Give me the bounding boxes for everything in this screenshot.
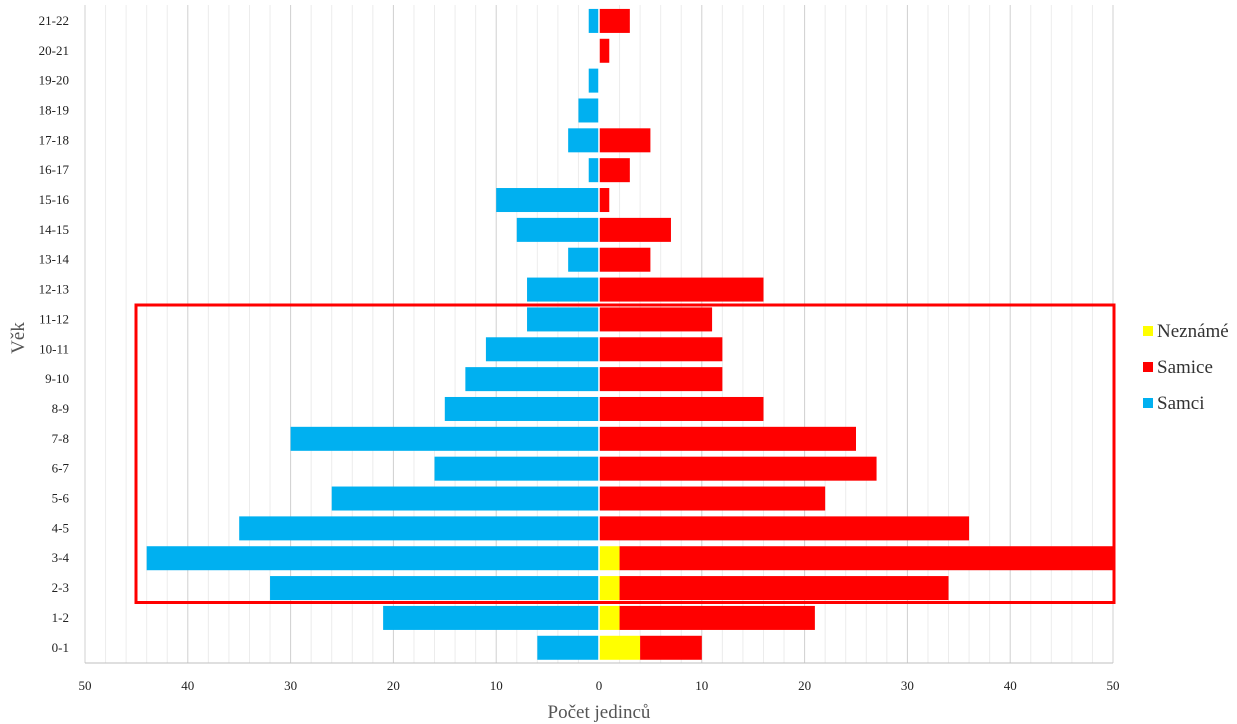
x-axis-title: Počet jedinců bbox=[548, 702, 651, 723]
bar-samice-4-5 bbox=[599, 516, 970, 541]
y-tick-label: 13-14 bbox=[39, 252, 70, 267]
x-tick-label: 30 bbox=[284, 678, 297, 693]
bar-nezname-1-2 bbox=[599, 605, 620, 630]
legend-label: Samci bbox=[1157, 393, 1205, 414]
bar-samci-8-9 bbox=[444, 396, 599, 421]
x-tick-label: 40 bbox=[181, 678, 194, 693]
legend-label: Neznámé bbox=[1157, 321, 1229, 342]
y-tick-label: 6-7 bbox=[52, 461, 70, 476]
bar-samice-7-8 bbox=[599, 426, 856, 451]
bar-samci-2-3 bbox=[270, 576, 599, 601]
y-tick-label: 5-6 bbox=[52, 491, 70, 506]
bar-samice-10-11 bbox=[599, 337, 723, 362]
bar-samice-15-16 bbox=[599, 188, 610, 213]
y-tick-label: 20-21 bbox=[39, 43, 69, 58]
x-tick-label: 20 bbox=[798, 678, 811, 693]
y-tick-label: 11-12 bbox=[39, 311, 69, 326]
y-tick-label: 18-19 bbox=[39, 102, 69, 117]
y-tick-label: 4-5 bbox=[52, 520, 69, 535]
x-tick-label: 50 bbox=[79, 678, 92, 693]
bar-samice-13-14 bbox=[599, 247, 651, 272]
y-tick-label: 14-15 bbox=[39, 222, 69, 237]
bar-samci-0-1 bbox=[537, 635, 599, 660]
y-tick-label: 3-4 bbox=[52, 550, 70, 565]
y-tick-label: 17-18 bbox=[39, 132, 69, 147]
bar-samice-6-7 bbox=[599, 456, 877, 481]
y-tick-label: 21-22 bbox=[39, 13, 69, 28]
bar-samci-13-14 bbox=[568, 247, 599, 272]
bar-samci-21-22 bbox=[588, 8, 599, 33]
y-tick-label: 12-13 bbox=[39, 282, 69, 297]
y-tick-label: 10-11 bbox=[39, 341, 69, 356]
y-tick-label: 2-3 bbox=[52, 580, 69, 595]
bar-samice-16-17 bbox=[599, 158, 630, 183]
x-tick-label: 30 bbox=[901, 678, 914, 693]
bar-samice-0-1 bbox=[640, 635, 702, 660]
bar-nezname-0-1 bbox=[599, 635, 641, 660]
y-tick-label: 8-9 bbox=[52, 401, 69, 416]
bar-samci-14-15 bbox=[516, 217, 599, 242]
legend: Neznámé Samice Samci bbox=[1143, 321, 1229, 414]
y-tick-label: 1-2 bbox=[52, 610, 69, 625]
bar-samice-2-3 bbox=[619, 576, 949, 601]
bar-samice-20-21 bbox=[599, 38, 610, 63]
bar-samci-15-16 bbox=[496, 188, 599, 213]
x-tick-label: 20 bbox=[387, 678, 400, 693]
bar-samci-5-6 bbox=[331, 486, 599, 511]
bar-nezname-2-3 bbox=[599, 576, 620, 601]
bar-samci-4-5 bbox=[239, 516, 599, 541]
bar-samice-5-6 bbox=[599, 486, 826, 511]
bar-samice-11-12 bbox=[599, 307, 713, 332]
bar-samice-8-9 bbox=[599, 396, 764, 421]
y-tick-label: 7-8 bbox=[52, 431, 69, 446]
legend-swatch bbox=[1143, 362, 1153, 372]
y-tick-label: 19-20 bbox=[39, 73, 69, 88]
bar-samice-12-13 bbox=[599, 277, 764, 302]
y-tick-label: 0-1 bbox=[52, 640, 69, 655]
x-tick-label: 10 bbox=[695, 678, 708, 693]
bar-samice-9-10 bbox=[599, 367, 723, 392]
x-tick-label: 50 bbox=[1107, 678, 1120, 693]
y-tick-label: 16-17 bbox=[39, 162, 70, 177]
bar-samci-9-10 bbox=[465, 367, 599, 392]
bar-samci-12-13 bbox=[527, 277, 599, 302]
bar-samci-18-19 bbox=[578, 98, 599, 123]
bar-samci-7-8 bbox=[290, 426, 599, 451]
y-axis-title: Věk bbox=[8, 322, 29, 354]
x-tick-label: 10 bbox=[490, 678, 503, 693]
highlight-box bbox=[134, 303, 1116, 604]
x-tick-label: 40 bbox=[1004, 678, 1017, 693]
legend-swatch bbox=[1143, 398, 1153, 408]
bar-samci-17-18 bbox=[568, 128, 599, 153]
bar-samice-21-22 bbox=[599, 8, 630, 33]
bar-samice-17-18 bbox=[599, 128, 651, 153]
legend-swatch bbox=[1143, 326, 1153, 336]
bar-samci-10-11 bbox=[485, 337, 599, 362]
bar-samci-16-17 bbox=[588, 158, 599, 183]
bar-samci-11-12 bbox=[527, 307, 599, 332]
bar-samice-14-15 bbox=[599, 217, 671, 242]
bar-samci-3-4 bbox=[146, 546, 599, 571]
bar-samci-1-2 bbox=[383, 605, 599, 630]
x-tick-label: 0 bbox=[596, 678, 603, 693]
bar-samci-6-7 bbox=[434, 456, 599, 481]
legend-label: Samice bbox=[1157, 357, 1213, 378]
y-tick-label: 9-10 bbox=[45, 371, 69, 386]
bar-samci-19-20 bbox=[588, 68, 599, 93]
bar-nezname-3-4 bbox=[599, 546, 620, 571]
bar-samice-3-4 bbox=[619, 546, 1113, 571]
y-tick-label: 15-16 bbox=[39, 192, 70, 207]
bar-samice-1-2 bbox=[619, 605, 815, 630]
